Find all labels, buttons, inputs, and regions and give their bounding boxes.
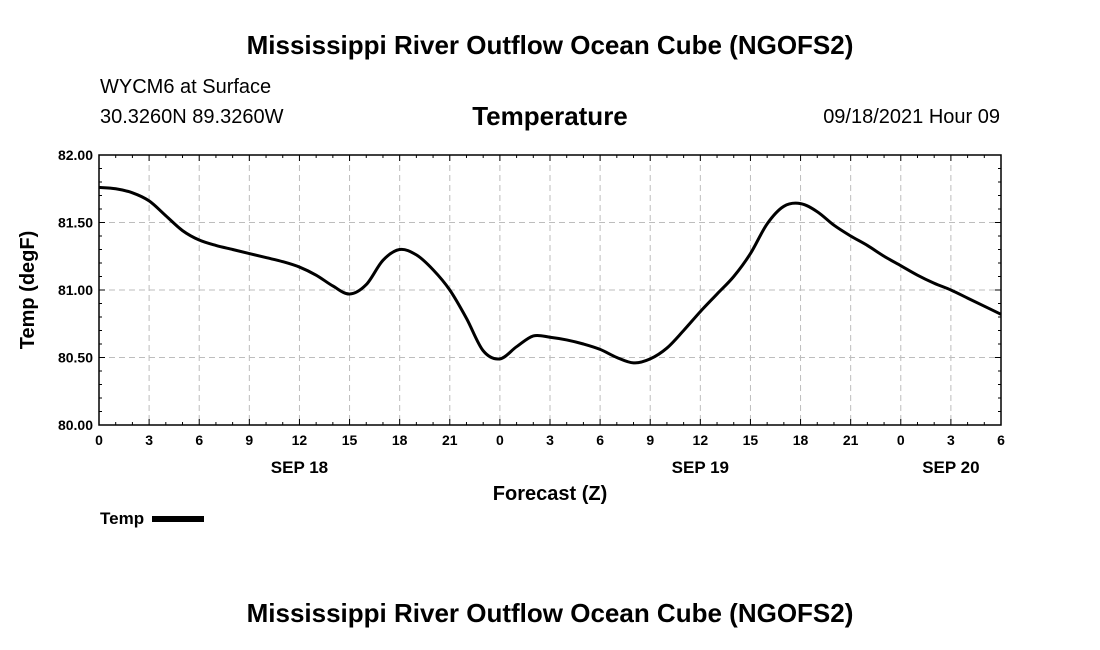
x-tick-label: 18	[793, 432, 809, 448]
x-tick-label: 21	[442, 432, 458, 448]
x-tick-label: 12	[292, 432, 308, 448]
x-tick-label: 3	[947, 432, 955, 448]
x-tick-label: 0	[496, 432, 504, 448]
y-axis-title: Temp (degF)	[17, 231, 39, 350]
variable-title: Temperature	[472, 101, 628, 131]
x-tick-label: 18	[392, 432, 408, 448]
x-tick-label: 15	[342, 432, 358, 448]
x-tick-label: 0	[897, 432, 905, 448]
y-tick-label: 81.50	[58, 215, 93, 231]
x-tick-label: 6	[195, 432, 203, 448]
day-label: SEP 18	[271, 458, 328, 477]
axis-ticks: 0 3 6 9 12 15 18 21 0 3 6 9 12 15 18 21 0 3 6 SEP 18 SEP 19 S…	[58, 147, 1005, 477]
series-layer	[98, 185, 1002, 365]
day-label: SEP 20	[922, 458, 979, 477]
x-tick-label: 9	[646, 432, 654, 448]
x-tick-label: 3	[145, 432, 153, 448]
page-title: Mississippi River Outflow Ocean Cube (NG…	[246, 30, 854, 60]
station-label: WYCM6 at Surface	[100, 76, 272, 98]
y-tick-label: 80.50	[58, 350, 93, 366]
x-tick-label: 12	[693, 432, 709, 448]
grid-lines	[99, 155, 1001, 425]
coordinates-label: 30.3260N 89.3260W	[100, 106, 284, 128]
legend-label: Temp	[100, 509, 145, 528]
footer-title: Mississippi River Outflow Ocean Cube (NG…	[246, 598, 854, 628]
series-line-temp	[98, 185, 1002, 365]
y-tick-label: 80.00	[58, 417, 93, 433]
x-tick-label: 6	[997, 432, 1005, 448]
x-tick-label: 3	[546, 432, 554, 448]
x-tick-label: 9	[245, 432, 253, 448]
x-tick-label: 15	[743, 432, 759, 448]
x-tick-label: 0	[95, 432, 103, 448]
y-tick-label: 81.00	[58, 282, 93, 298]
legend-swatch	[152, 516, 205, 522]
y-tick-label: 82.00	[58, 147, 93, 163]
forecast-datetime: 09/18/2021 Hour 09	[823, 106, 1000, 128]
x-axis-title: Forecast (Z)	[493, 483, 607, 505]
day-label: SEP 19	[672, 458, 729, 477]
x-tick-label: 21	[843, 432, 859, 448]
x-tick-label: 6	[596, 432, 604, 448]
legend: Temp	[100, 509, 205, 529]
